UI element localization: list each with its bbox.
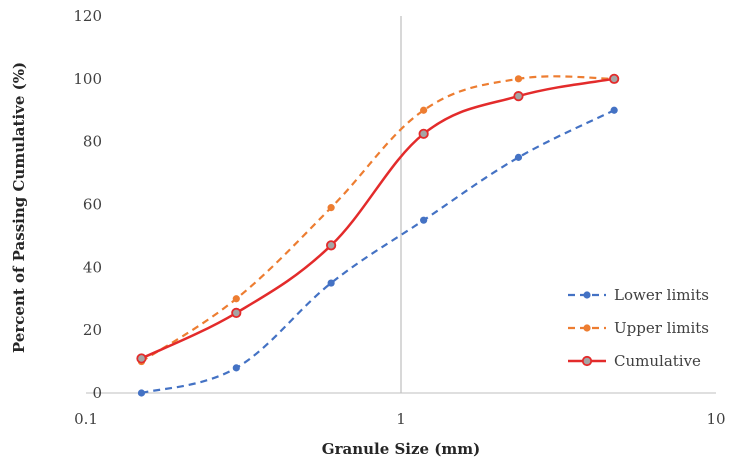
legend-item-lower-limits: Lower limits [568,286,709,304]
legend-label-cumulative: Cumulative [614,352,701,370]
data-point-upper-limits [232,295,240,303]
y-tick-label: 40 [83,258,102,276]
y-axis-title: Percent of Passing Cumulative (%) [10,62,28,353]
legend-label-lower-limits: Lower limits [614,286,709,304]
data-point-lower-limits [420,216,428,224]
series-lower-limits [137,106,618,397]
data-point-cumulative [326,240,337,251]
y-tick-label: 20 [83,321,102,339]
data-point-cumulative [513,91,524,102]
x-tick-label: 0.1 [74,410,98,428]
x-tick-label: 10 [706,410,725,428]
series-line-lower-limits [141,109,615,395]
legend-marker-lower-limits [583,291,591,299]
x-tick-label: 1 [396,410,406,428]
legend-label-upper-limits: Upper limits [614,319,709,337]
data-point-cumulative [418,128,429,139]
legend-marker-cumulative [581,355,593,367]
y-tick-label: 100 [73,70,102,88]
series-cumulative [136,73,620,364]
y-tick-label: 0 [92,384,102,402]
data-point-upper-limits [514,75,523,83]
data-point-lower-limits [232,364,240,372]
data-point-lower-limits [137,389,146,397]
y-tick-label: 80 [83,133,102,151]
data-point-cumulative [231,307,242,318]
data-point-lower-limits [327,279,335,287]
data-point-cumulative [609,73,620,84]
y-tick-label: 120 [73,7,102,25]
series-upper-limits [137,75,618,366]
data-point-upper-limits [420,106,428,114]
x-axis-title: Granule Size (mm) [322,440,480,458]
y-tick-label: 60 [83,196,102,214]
axes: 0 20 40 60 80 100 120 0.1 1 10 [73,7,725,428]
series-layer [136,73,620,397]
legend: Lower limits Upper limits Cumulative [568,286,709,370]
legend-marker-upper-limits [583,324,591,332]
data-point-cumulative [136,353,147,364]
legend-item-cumulative: Cumulative [568,352,701,370]
legend-item-upper-limits: Upper limits [568,319,709,337]
data-point-upper-limits [327,204,335,212]
data-point-lower-limits [610,106,618,114]
series-line-upper-limits [140,75,615,363]
data-point-lower-limits [514,153,523,161]
